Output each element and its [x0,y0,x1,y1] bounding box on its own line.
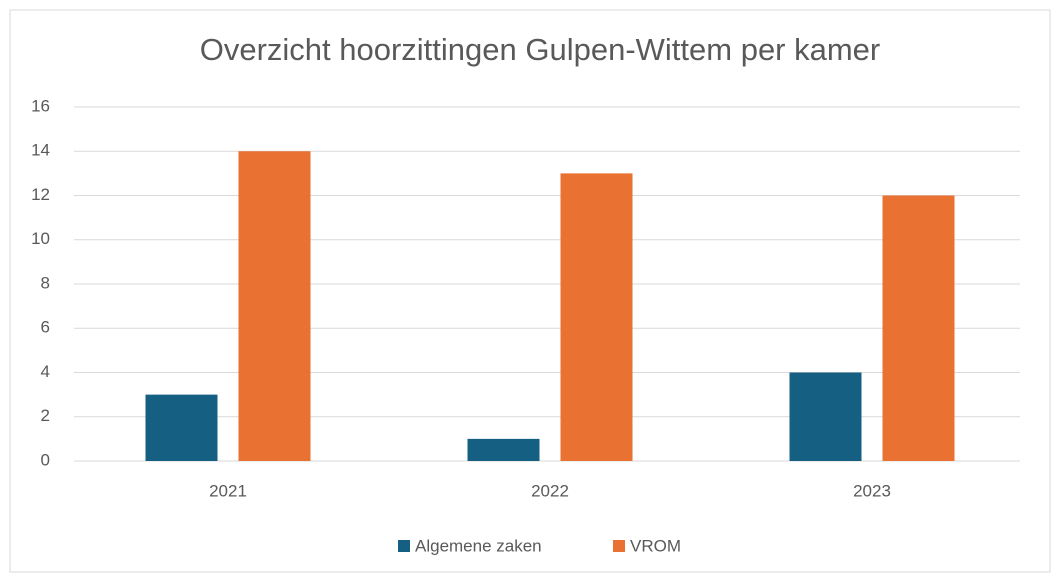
y-tick-label: 16 [31,96,50,115]
legend-swatch [613,540,625,552]
legend-label: Algemene zaken [415,536,542,555]
legend-label: VROM [630,536,681,555]
bar [789,372,862,461]
bar [238,151,311,461]
bar [882,195,955,461]
bar [560,173,633,461]
chart-frame [9,9,1051,573]
y-tick-label: 10 [31,229,50,248]
bar [467,438,540,461]
y-tick-label: 14 [31,141,50,160]
y-tick-label: 8 [41,273,50,292]
chart-title: Overzicht hoorzittingen Gulpen-Wittem pe… [200,32,881,67]
y-tick-label: 4 [41,362,50,381]
y-tick-label: 2 [41,406,50,425]
y-tick-label: 6 [41,318,50,337]
x-tick-label: 2021 [209,481,247,500]
legend-swatch [398,540,410,552]
y-tick-label: 12 [31,185,50,204]
x-tick-label: 2022 [531,481,569,500]
x-tick-label: 2023 [853,481,891,500]
y-tick-label: 0 [41,450,50,469]
bar [145,394,218,461]
